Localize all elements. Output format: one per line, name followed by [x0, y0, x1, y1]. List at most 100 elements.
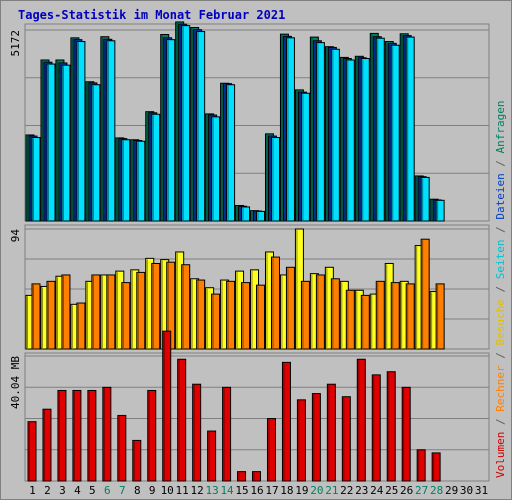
bar-rechner-day-21 [330, 278, 340, 350]
bar-rechner-day-26 [405, 283, 415, 350]
legend-item: Besuche [494, 299, 507, 345]
bar-rechner-day-28 [435, 283, 445, 350]
legend-item: / [494, 346, 507, 366]
bar-rechner-day-3 [61, 274, 71, 350]
bar-rechner-day-27 [420, 238, 430, 350]
panel-background [24, 352, 490, 482]
y-axis-max-label: 94 [9, 229, 22, 243]
y-axis-max-label: 40.04 MB [9, 356, 22, 409]
bar-seiten-day-17 [270, 137, 280, 222]
x-tick-label-day-31: 31 [475, 484, 488, 497]
x-tick-label-day-10: 10 [161, 484, 174, 497]
bar-rechner-day-15 [241, 282, 251, 350]
bar-seiten-day-14 [226, 84, 236, 222]
bar-rechner-day-6 [106, 274, 116, 350]
bar-rechner-day-14 [226, 280, 236, 350]
bar-rechner-day-9 [151, 262, 161, 350]
x-tick-label-day-9: 9 [149, 484, 156, 497]
bar-rechner-day-16 [256, 284, 266, 350]
bar-rechner-day-7 [121, 282, 131, 350]
legend-item: Volumen [494, 432, 507, 478]
bar-volumen-day-27 [416, 449, 426, 482]
chart-panel-1: 5172 [9, 21, 490, 222]
bar-rechner-day-2 [46, 280, 56, 350]
bar-seiten-day-27 [420, 176, 430, 222]
bar-seiten-day-8 [136, 140, 146, 222]
bar-volumen-day-9 [147, 389, 157, 482]
bar-volumen-day-25 [386, 371, 396, 482]
bar-volumen-day-8 [132, 439, 142, 482]
legend-item: Dateien [494, 173, 507, 219]
bar-rechner-day-17 [270, 256, 280, 350]
bar-rechner-day-13 [211, 293, 221, 350]
bar-seiten-day-28 [435, 199, 445, 222]
x-tick-label-day-2: 2 [44, 484, 51, 497]
x-tick-label-day-6: 6 [104, 484, 111, 497]
x-tick-label-day-1: 1 [29, 484, 36, 497]
legend-item: / [494, 153, 507, 173]
x-tick-label-day-19: 19 [295, 484, 308, 497]
chart-panel-3: 40.04 MB [9, 330, 490, 482]
bar-rechner-day-23 [360, 294, 370, 350]
bar-volumen-day-11 [177, 358, 187, 482]
bar-seiten-day-20 [315, 42, 325, 222]
bar-rechner-day-1 [31, 283, 41, 350]
bar-volumen-day-24 [371, 374, 381, 482]
bar-volumen-day-1 [27, 421, 37, 482]
bar-volumen-day-6 [102, 386, 112, 482]
bar-volumen-day-10 [162, 330, 172, 482]
legend-item: / [494, 220, 507, 240]
legend-item: Seiten [494, 240, 507, 280]
bar-seiten-day-23 [360, 58, 370, 222]
bar-volumen-day-2 [42, 408, 52, 482]
bar-rechner-day-20 [315, 274, 325, 350]
bar-seiten-day-16 [256, 210, 266, 222]
bar-volumen-day-14 [222, 386, 232, 482]
bar-rechner-day-8 [136, 271, 146, 350]
bar-seiten-day-12 [196, 31, 206, 222]
bar-volumen-day-3 [57, 389, 67, 482]
bar-rechner-day-22 [345, 289, 355, 350]
bar-seiten-day-4 [76, 41, 86, 222]
bar-seiten-day-6 [106, 40, 116, 222]
bar-rechner-day-11 [181, 264, 191, 350]
bar-rechner-day-5 [91, 274, 101, 350]
bar-seiten-day-5 [91, 84, 101, 222]
x-tick-label-day-12: 12 [191, 484, 204, 497]
bar-seiten-day-1 [31, 137, 41, 222]
x-tick-label-day-28: 28 [430, 484, 443, 497]
bar-volumen-day-21 [326, 383, 336, 482]
bar-seiten-day-3 [61, 64, 71, 222]
bar-seiten-day-22 [345, 59, 355, 222]
bar-seiten-day-25 [390, 44, 400, 222]
bar-rechner-day-12 [196, 279, 206, 350]
bar-rechner-day-18 [285, 266, 295, 350]
bar-volumen-day-5 [87, 389, 97, 482]
bar-rechner-day-25 [390, 282, 400, 350]
legend-right: Volumen / Rechner / Besuche / Seiten / D… [494, 100, 507, 478]
bar-seiten-day-15 [241, 206, 251, 222]
x-tick-label-day-29: 29 [445, 484, 458, 497]
chart-title: Tages-Statistik im Monat Februar 2021 [18, 8, 286, 22]
bar-volumen-day-7 [117, 414, 127, 482]
x-tick-label-day-27: 27 [415, 484, 428, 497]
chart-panel-2: 94 [9, 224, 490, 350]
bar-seiten-day-11 [181, 25, 191, 222]
legend-item: / [494, 279, 507, 299]
x-tick-label-day-15: 15 [235, 484, 248, 497]
bar-rechner-day-24 [375, 280, 385, 350]
bar-seiten-day-19 [300, 92, 310, 222]
legend-item: Rechner [494, 365, 507, 412]
bar-seiten-day-24 [375, 37, 385, 222]
y-axis-max-label: 5172 [9, 30, 22, 57]
x-tick-label-day-13: 13 [205, 484, 218, 497]
bar-seiten-day-13 [211, 116, 221, 222]
x-tick-label-day-23: 23 [355, 484, 368, 497]
x-tick-label-day-21: 21 [325, 484, 338, 497]
x-tick-label-day-25: 25 [385, 484, 398, 497]
bar-volumen-day-18 [281, 361, 291, 482]
x-tick-label-day-3: 3 [59, 484, 66, 497]
x-tick-label-day-20: 20 [310, 484, 323, 497]
bar-volumen-day-22 [341, 396, 351, 482]
